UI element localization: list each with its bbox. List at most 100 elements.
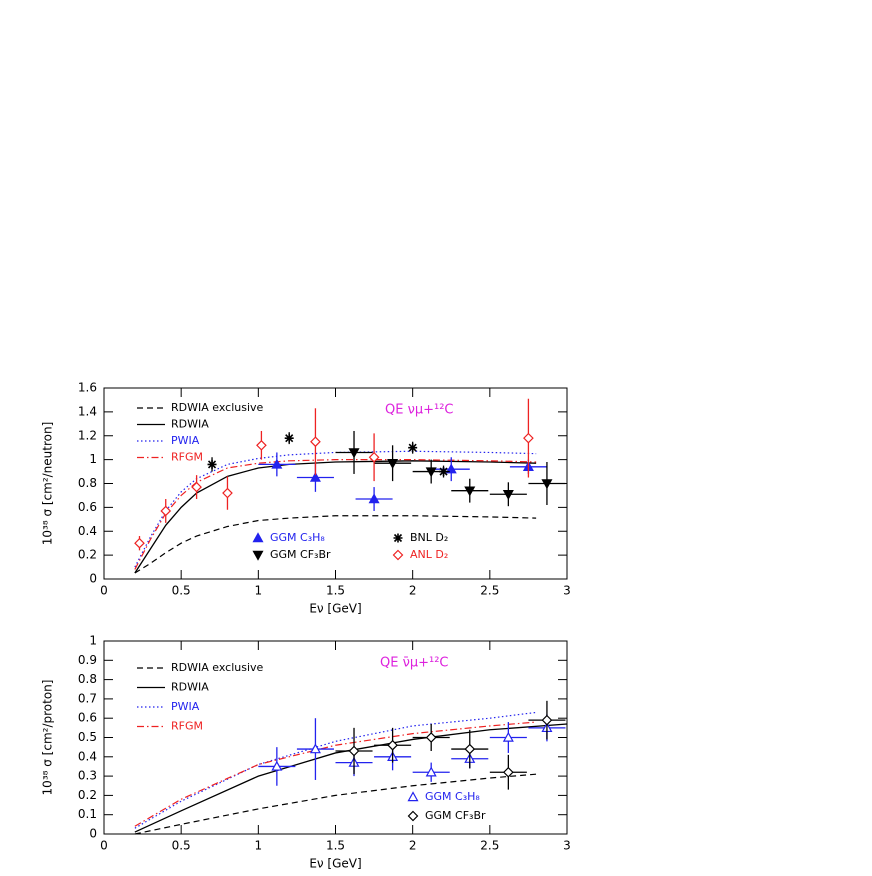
x-tick-label: 2.5 (480, 584, 499, 598)
marker (408, 443, 418, 453)
marker (207, 459, 217, 469)
marker (523, 432, 534, 444)
legend-label: RFGM (171, 451, 203, 464)
legend-label: RDWIA (171, 681, 209, 694)
marker (368, 493, 380, 504)
x-tick-label: 1 (255, 839, 263, 853)
y-tick-label: 0.5 (78, 730, 97, 744)
x-tick-label: 2.5 (480, 839, 499, 853)
marker (541, 714, 553, 726)
x-axis-label: Eν [GeV] (309, 857, 361, 871)
legend-marker (407, 810, 419, 822)
x-tick-label: 1.5 (326, 839, 345, 853)
marker (445, 463, 457, 474)
legend-marker (407, 791, 419, 802)
chart-panel: 0 0.5 1 1.5 2 2.5 3 0 0.1 0.2 0.3 0.4 0.5 0.6 0.7 0.8 0.… (41, 634, 571, 871)
x-tick-label: 0 (100, 839, 108, 853)
x-tick-label: 0.5 (172, 839, 191, 853)
y-axis-label: 10³⁸ σ [cm²/proton] (41, 680, 55, 796)
y-tick-label: 0.8 (78, 672, 97, 686)
legend-label: GGM C₃H₈ (270, 531, 325, 544)
marker (160, 505, 172, 517)
marker (348, 745, 360, 757)
curve (134, 460, 537, 574)
legend-marker (252, 532, 264, 543)
legend-label: PWIA (171, 700, 200, 713)
legend-label: GGM CF₃Br (270, 548, 331, 561)
legend-marker (393, 533, 403, 543)
y-tick-label: 1 (89, 452, 97, 466)
legend-marker (407, 810, 419, 822)
y-tick-label: 1.6 (78, 381, 97, 395)
marker (439, 467, 449, 477)
legend-label: PWIA (171, 434, 200, 447)
marker (191, 481, 202, 493)
legend-marker (252, 550, 264, 561)
marker (425, 467, 437, 478)
marker (271, 760, 283, 771)
marker (541, 479, 553, 490)
marker (502, 490, 514, 500)
legend-marker (393, 533, 403, 543)
x-tick-label: 0 (100, 584, 108, 598)
y-tick-label: 1.2 (78, 428, 97, 442)
curve (134, 721, 537, 827)
y-tick-label: 0.2 (78, 788, 97, 802)
y-tick-label: 0.4 (78, 749, 97, 763)
curve (134, 459, 537, 570)
y-tick-label: 0.6 (78, 711, 97, 725)
legend-marker (392, 549, 404, 561)
y-tick-label: 0.2 (78, 548, 97, 562)
x-tick-label: 2 (409, 839, 417, 853)
legend-marker (392, 549, 404, 561)
y-tick-label: 0.4 (78, 524, 97, 538)
x-tick-label: 2 (409, 584, 417, 598)
marker (134, 537, 145, 549)
marker (368, 451, 380, 463)
legend-label: RDWIA exclusive (171, 401, 264, 414)
y-tick-label: 0.1 (78, 807, 97, 821)
legend-label: GGM CF₃Br (425, 809, 486, 822)
y-tick-label: 0.3 (78, 769, 97, 783)
marker (503, 766, 514, 778)
legend-label: RFGM (171, 720, 203, 733)
curve (134, 723, 568, 833)
y-axis-label: 10³⁸ σ [cm²/neutron] (41, 422, 55, 546)
curve (134, 773, 537, 835)
x-tick-label: 3 (563, 584, 571, 598)
y-tick-label: 1.4 (78, 404, 97, 418)
marker (387, 739, 398, 751)
x-tick-label: 1 (255, 584, 263, 598)
marker (309, 743, 321, 754)
x-tick-label: 0.5 (172, 584, 191, 598)
annotation: QE νμ+¹²C (385, 403, 454, 418)
marker (464, 486, 476, 497)
legend-label: BNL D₂ (410, 531, 448, 544)
curve (134, 515, 537, 574)
marker (271, 458, 283, 469)
marker (284, 433, 294, 443)
y-tick-label: 0.6 (78, 500, 97, 514)
marker (464, 743, 476, 755)
x-axis-label: Eν [GeV] (309, 602, 361, 616)
marker (348, 448, 360, 459)
marker (425, 766, 437, 777)
marker (502, 731, 514, 742)
y-tick-label: 1 (89, 634, 97, 648)
legend-label: GGM C₃H₈ (425, 790, 480, 803)
y-tick-label: 0 (89, 572, 97, 586)
legend-label: RDWIA (171, 418, 209, 431)
y-tick-label: 0.7 (78, 691, 97, 705)
legend-label: RDWIA exclusive (171, 661, 264, 674)
marker (222, 487, 233, 499)
x-tick-label: 3 (563, 839, 571, 853)
legend-marker (252, 550, 264, 561)
marker (309, 471, 321, 482)
y-tick-label: 0 (89, 827, 97, 841)
legend-label: ANL D₂ (410, 548, 448, 561)
legend-marker (407, 791, 419, 802)
x-tick-label: 1.5 (326, 584, 345, 598)
curve (134, 450, 537, 568)
marker (256, 439, 267, 451)
